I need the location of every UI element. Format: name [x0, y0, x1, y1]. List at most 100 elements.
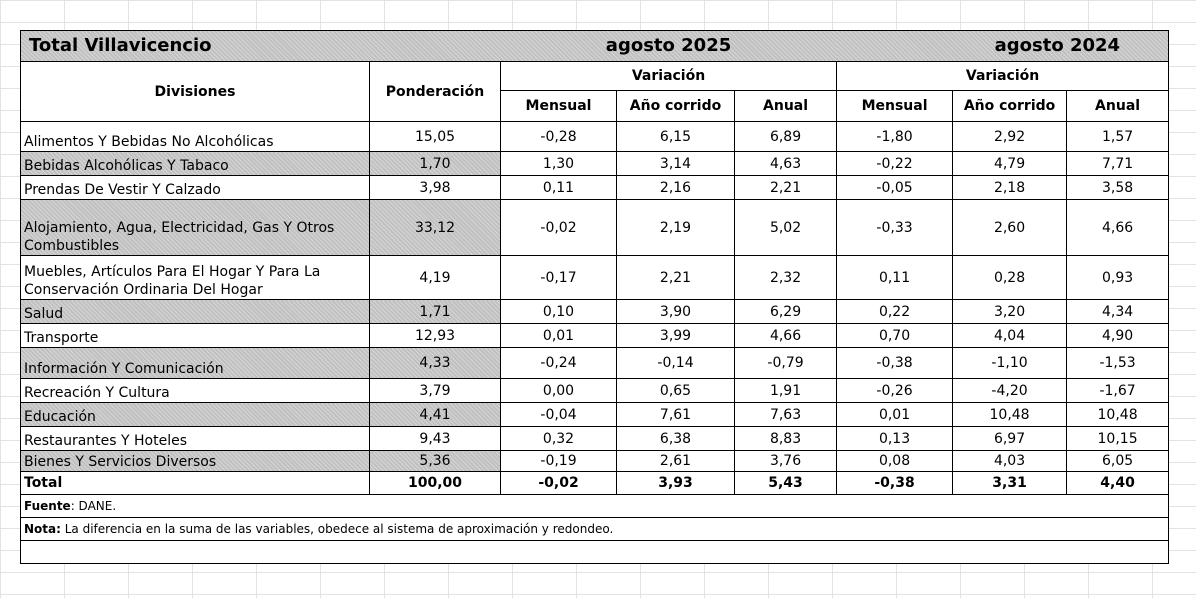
- value-a25: -0,79: [734, 347, 838, 379]
- header-ponderacion: Ponderación: [368, 61, 502, 122]
- division-label: Recreación Y Cultura: [20, 378, 370, 403]
- value-m24: 0,22: [836, 299, 954, 324]
- value-m24: -0,38: [836, 347, 954, 379]
- value-m25: -0,24: [500, 347, 618, 379]
- value-a25: 2,21: [734, 175, 838, 200]
- header-ano-corrido-2024: Año corrido: [952, 90, 1068, 122]
- total-ponderacion: 100,00: [368, 471, 502, 495]
- value-ac25: 3,90: [616, 299, 736, 324]
- value-a24: -1,53: [1066, 347, 1170, 379]
- value-m25: -0,17: [500, 255, 618, 300]
- ponderacion-value: 4,19: [368, 255, 502, 300]
- value-m24: 0,01: [836, 402, 954, 427]
- value-m25: -0,28: [500, 121, 618, 152]
- value-a25: 3,76: [734, 450, 838, 472]
- value-ac25: 6,38: [616, 426, 736, 451]
- value-m24: 0,13: [836, 426, 954, 451]
- value-a24: -1,67: [1066, 378, 1170, 403]
- ponderacion-value: 4,41: [368, 402, 502, 427]
- value-ac25: 2,61: [616, 450, 736, 472]
- header-mensual-2025: Mensual: [500, 90, 618, 122]
- ponderacion-value: 33,12: [368, 199, 502, 256]
- value-ac24: -4,20: [952, 378, 1068, 403]
- value-m24: -0,05: [836, 175, 954, 200]
- division-label: Bienes Y Servicios Diversos: [20, 450, 370, 472]
- ponderacion-value: 3,98: [368, 175, 502, 200]
- ponderacion-value: 1,71: [368, 299, 502, 324]
- value-ac25: 2,16: [616, 175, 736, 200]
- value-a24: 1,57: [1066, 121, 1170, 152]
- nota-row-cell: Nota: La diferencia en la suma de las va…: [19, 517, 1170, 541]
- table-row: Restaurantes Y Hoteles 9,43 0,32 6,38 8,83 0,…: [20, 426, 1170, 451]
- header-row-2: Mensual Año corrido Anual Mensual Año co…: [21, 90, 1170, 122]
- value-m24: -0,33: [836, 199, 954, 256]
- value-ac25: -0,14: [616, 347, 736, 379]
- value-ac24: 2,92: [952, 121, 1068, 152]
- value-a25: 5,02: [734, 199, 838, 256]
- value-a25: 6,29: [734, 299, 838, 324]
- title-city: Total Villavicencio: [19, 30, 501, 62]
- value-ac24: -1,10: [952, 347, 1068, 379]
- fuente-row: Fuente: DANE.: [19, 494, 1170, 518]
- value-a25: 6,89: [734, 121, 838, 152]
- total-a24: 4,40: [1066, 471, 1170, 495]
- ponderacion-value: 12,93: [368, 323, 502, 348]
- value-m25: -0,19: [500, 450, 618, 472]
- value-a25: 4,66: [734, 323, 838, 348]
- value-m25: -0,04: [500, 402, 618, 427]
- value-ac25: 0,65: [616, 378, 736, 403]
- value-ac24: 0,28: [952, 255, 1068, 300]
- value-ac24: 4,03: [952, 450, 1068, 472]
- value-a24: 10,48: [1066, 402, 1170, 427]
- value-a24: 3,58: [1066, 175, 1170, 200]
- value-m25: 0,00: [500, 378, 618, 403]
- value-m25: -0,02: [500, 199, 618, 256]
- nota-row-label: Nota:: [24, 522, 61, 536]
- value-m24: -0,26: [836, 378, 954, 403]
- value-a24: 4,66: [1066, 199, 1170, 256]
- value-ac25: 2,19: [616, 199, 736, 256]
- table-row: Prendas De Vestir Y Calzado 3,98 0,11 2,16 2…: [20, 175, 1170, 200]
- value-a24: 0,93: [1066, 255, 1170, 300]
- table-row: Educación 4,41 -0,04 7,61 7,63 0,01 10,48 10,48: [20, 402, 1170, 427]
- table-row: Muebles, Artículos Para El Hogar Y Para …: [20, 255, 1170, 300]
- value-ac24: 4,04: [952, 323, 1068, 348]
- fuente-row-label: Fuente: [24, 499, 71, 513]
- value-m25: 1,30: [500, 151, 618, 176]
- value-ac24: 2,60: [952, 199, 1068, 256]
- value-ac25: 6,15: [616, 121, 736, 152]
- empty-row: [19, 540, 1170, 564]
- value-m25: 0,11: [500, 175, 618, 200]
- total-a25: 5,43: [734, 471, 838, 495]
- value-ac25: 3,14: [616, 151, 736, 176]
- value-m25: 0,32: [500, 426, 618, 451]
- ponderacion-value: 15,05: [368, 121, 502, 152]
- fuente-row-cell: Fuente: DANE.: [19, 494, 1170, 518]
- value-m25: 0,01: [500, 323, 618, 348]
- value-a24: 6,05: [1066, 450, 1170, 472]
- header-variacion-2024: Variación: [836, 61, 1170, 91]
- value-ac25: 7,61: [616, 402, 736, 427]
- value-ac24: 6,97: [952, 426, 1068, 451]
- value-m24: 0,08: [836, 450, 954, 472]
- division-label: Bebidas Alcohólicas Y Tabaco: [20, 151, 370, 176]
- fuente-row-text: : DANE.: [70, 499, 117, 513]
- nota-row: Nota: La diferencia en la suma de las va…: [19, 517, 1170, 541]
- ponderacion-value: 9,43: [368, 426, 502, 451]
- value-a25: 8,83: [734, 426, 838, 451]
- total-label: Total: [20, 471, 370, 495]
- value-a24: 10,15: [1066, 426, 1170, 451]
- header-ano-corrido-2025: Año corrido: [616, 90, 736, 122]
- value-ac24: 4,79: [952, 151, 1068, 176]
- value-ac24: 3,20: [952, 299, 1068, 324]
- ponderacion-value: 3,79: [368, 378, 502, 403]
- value-m24: 0,70: [836, 323, 954, 348]
- title-period-2024: agosto 2024: [836, 30, 1170, 62]
- value-a24: 4,90: [1066, 323, 1170, 348]
- title-row: Total Villavicencio agosto 2025 agosto 2…: [19, 30, 1170, 62]
- header-variacion-2025: Variación: [500, 61, 838, 91]
- table-row: Alojamiento, Agua, Electricidad, Gas Y O…: [20, 199, 1170, 256]
- header-row-1: Divisiones Ponderación Variación Variaci…: [20, 61, 1170, 122]
- table-row: Transporte 12,93 0,01 3,99 4,66 0,70 4,04 4,90: [20, 323, 1170, 348]
- value-ac24: 2,18: [952, 175, 1068, 200]
